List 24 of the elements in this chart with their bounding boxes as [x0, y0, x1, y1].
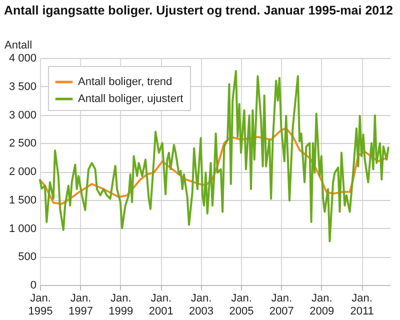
y-tick-label: 500 — [18, 251, 36, 264]
y-tick-label: 3 500 — [8, 80, 36, 93]
y-axis-title: Antall — [4, 40, 32, 52]
y-tick-label: 2 000 — [8, 166, 36, 178]
y-tick-label: 3 000 — [8, 109, 36, 122]
x-tick-label: Jan. 2003 — [189, 292, 214, 318]
x-tick-label: Jan. 1997 — [68, 292, 93, 318]
chart-title: Antall igangsatte boliger. Ujustert og trend. Januar 1995-mai 2012 — [4, 4, 394, 18]
x-tick-label: Jan. 1995 — [28, 292, 53, 318]
x-tick-label: Jan. 2007 — [269, 292, 294, 318]
y-tick-label: 4 000 — [8, 52, 36, 64]
y-tick-label: 2 500 — [8, 138, 36, 150]
y-tick-label: 0 — [30, 280, 36, 292]
x-tick-label: Jan. 2001 — [148, 292, 174, 318]
x-tick-label: Jan. 2005 — [229, 292, 254, 318]
legend-label: Antall boliger, trend — [78, 76, 172, 88]
line-series — [39, 127, 388, 205]
y-tick-label: 1 500 — [8, 194, 36, 206]
line-series — [39, 70, 390, 242]
x-tick-label: Jan. 2009 — [310, 292, 334, 318]
y-tick-label: 1 000 — [8, 222, 36, 235]
x-tick-label: Jan. 2011 — [350, 292, 374, 318]
legend-label: Antall boliger, ujustert — [78, 93, 184, 105]
x-tick-label: Jan. 1999 — [108, 292, 134, 318]
